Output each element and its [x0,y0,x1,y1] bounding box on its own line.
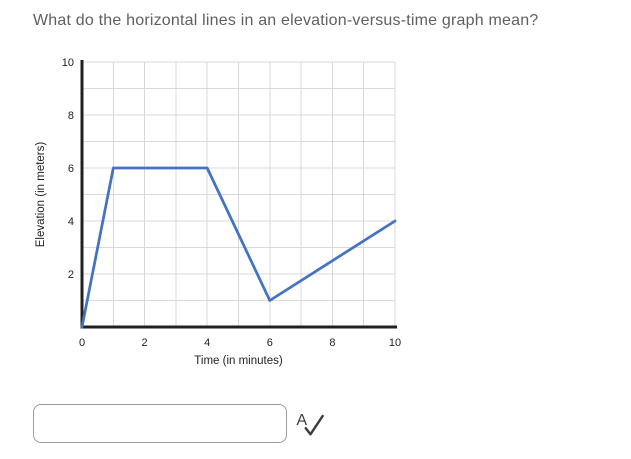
elevation-time-chart: 0 2 4 6 8 10 2 4 6 8 10 Time (in minutes) Elevation … [35,57,401,367]
answer-input[interactable] [33,404,287,443]
spellcheck-icon[interactable]: A [296,410,324,438]
checkmark-icon [304,414,324,436]
spellcheck-icon-glyph: A [296,412,324,436]
y-tick-label: 4 [68,216,74,228]
y-axis-title: Elevation (in meters) [35,142,47,248]
x-tick-label: 4 [204,337,210,349]
y-tick-label: 8 [68,110,74,122]
spellcheck-letter-a: A [296,412,307,429]
x-tick-label: 6 [267,337,273,349]
grid-lines [82,61,396,327]
x-tick-label: 10 [389,337,401,349]
y-tick-label: 6 [68,163,74,175]
x-tick-labels: 0 2 4 6 8 10 [79,337,401,349]
y-tick-labels: 2 4 6 8 10 [62,57,74,281]
x-tick-label: 8 [329,337,335,349]
x-axis-title: Time (in minutes) [194,355,283,367]
y-tick-label: 10 [62,57,74,69]
elevation-line-series [80,166,397,329]
x-tick-label: 2 [142,337,148,349]
x-tick-label: 0 [79,337,85,349]
question-title: What do the horizontal lines in an eleva… [33,12,539,29]
y-tick-label: 2 [68,269,74,281]
